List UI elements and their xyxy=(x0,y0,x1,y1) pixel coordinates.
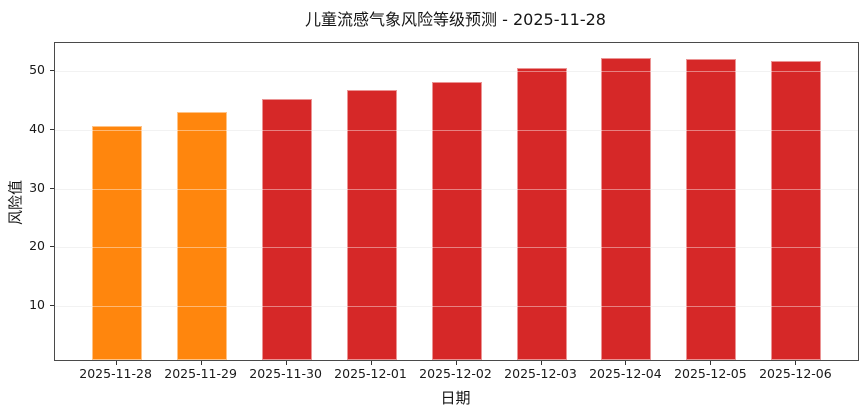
x-tick-mark xyxy=(540,361,542,365)
x-tick-label: 2025-12-04 xyxy=(589,366,662,381)
gridline-overlay xyxy=(55,71,858,73)
x-tick-label: 2025-11-30 xyxy=(249,366,322,381)
y-tick-mark xyxy=(50,305,54,306)
y-tick-label: 20 xyxy=(29,238,45,254)
x-tick-label: 2025-11-29 xyxy=(164,366,237,381)
y-tick-mark xyxy=(50,246,54,248)
y-tick-mark xyxy=(50,128,54,130)
bar xyxy=(601,57,652,360)
y-tick-label: 30 xyxy=(29,179,45,195)
gridline-overlay xyxy=(55,129,858,131)
y-tick-mark xyxy=(50,70,54,72)
gridline xyxy=(55,71,858,73)
gridline-overlay xyxy=(55,247,858,249)
bar xyxy=(686,59,737,360)
x-tick-mark xyxy=(200,361,202,365)
bar xyxy=(261,98,312,360)
x-tick-label: 2025-11-28 xyxy=(79,366,152,381)
x-tick-mark xyxy=(710,361,712,365)
x-axis-label: 日期 xyxy=(440,389,471,407)
x-tick-mark xyxy=(795,361,797,365)
gridline-overlay xyxy=(55,188,858,190)
bar xyxy=(176,112,227,360)
bar xyxy=(346,90,397,360)
bar xyxy=(516,67,567,360)
plot-area xyxy=(54,42,859,361)
x-tick-label: 2025-12-02 xyxy=(419,366,492,381)
chart-title: 儿童流感气象风险等级预测 - 2025-11-28 xyxy=(305,10,606,29)
x-tick-mark xyxy=(285,361,287,365)
bar xyxy=(771,61,822,360)
y-tick-label: 50 xyxy=(29,62,45,78)
y-tick-mark xyxy=(50,187,54,189)
gridline-overlay xyxy=(55,306,858,307)
x-tick-label: 2025-12-03 xyxy=(504,366,577,381)
x-tick-label: 2025-12-05 xyxy=(674,366,747,381)
x-tick-label: 2025-12-06 xyxy=(759,366,832,381)
x-tick-mark xyxy=(455,361,457,365)
bar xyxy=(431,82,482,360)
x-tick-mark xyxy=(625,361,627,365)
y-tick-label: 10 xyxy=(29,297,45,312)
y-tick-label: 40 xyxy=(29,120,45,136)
bar xyxy=(91,126,142,360)
x-tick-mark xyxy=(370,361,372,365)
x-tick-label: 2025-12-01 xyxy=(334,366,407,381)
x-tick-mark xyxy=(115,361,117,365)
y-axis-label: 风险值 xyxy=(6,180,25,226)
